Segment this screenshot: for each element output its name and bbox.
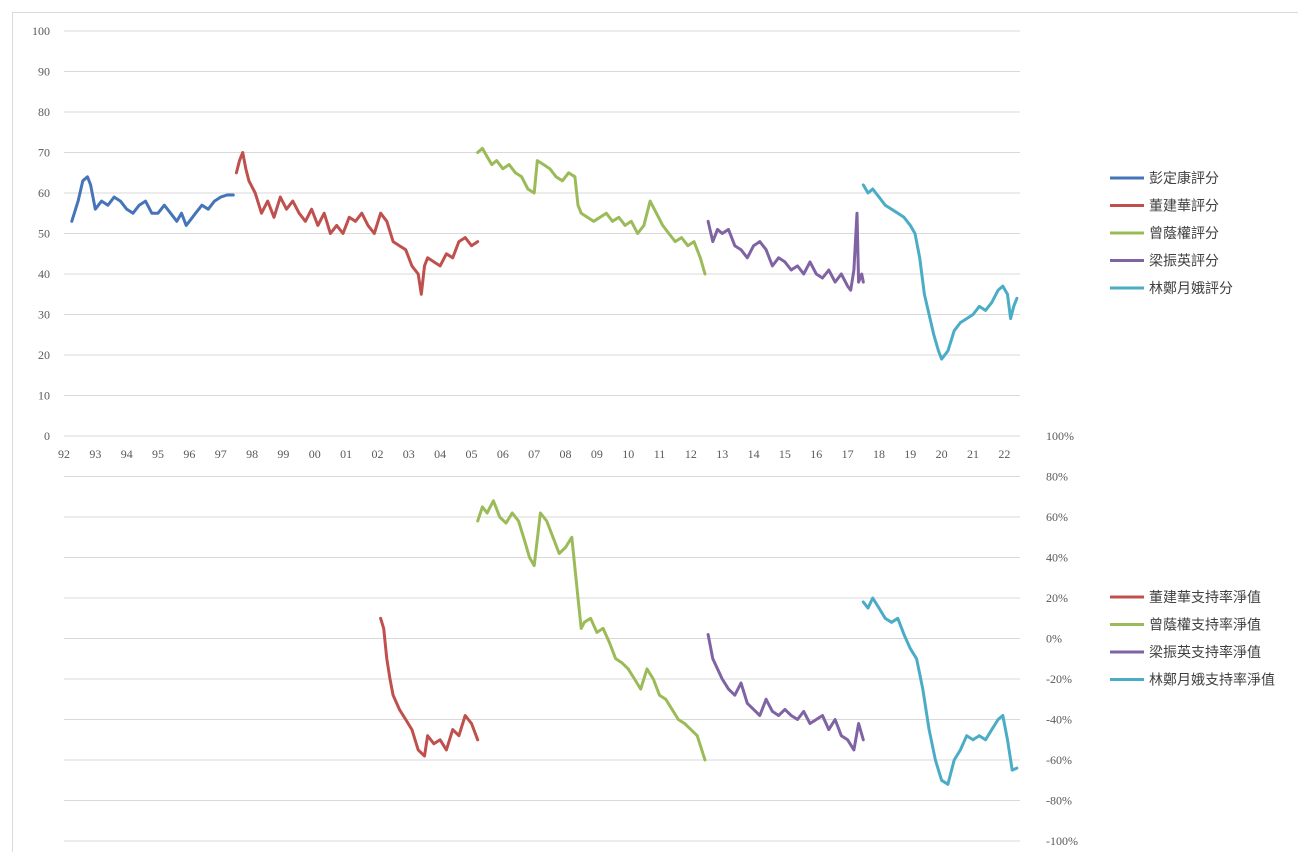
x-tick-label: 01 (340, 447, 352, 461)
bottom-y-tick-label: 40% (1046, 551, 1068, 565)
x-tick-label: 02 (371, 447, 383, 461)
x-tick-label: 15 (779, 447, 791, 461)
bottom-y-tick-label: 80% (1046, 470, 1068, 484)
x-tick-label: 17 (842, 447, 854, 461)
x-tick-label: 94 (121, 447, 133, 461)
top-legend-label: 彭定康評分 (1149, 170, 1219, 187)
top-series-line (476, 146, 707, 276)
top-y-tick-label: 20 (38, 348, 50, 362)
top-y-tick-label: 60 (38, 186, 50, 200)
bottom-y-tick-label: -80% (1046, 794, 1072, 808)
bottom-series-line (861, 596, 1019, 786)
bottom-legend-label: 曾蔭權支持率淨值 (1149, 617, 1261, 634)
top-y-tick-label: 10 (38, 389, 50, 403)
x-tick-label: 93 (89, 447, 101, 461)
top-legend-label: 梁振英評分 (1149, 253, 1219, 270)
top-series-line (70, 175, 235, 227)
bottom-legend-label: 林鄭月娥支持率淨值 (1149, 672, 1275, 689)
top-series-line (861, 183, 1019, 361)
x-tick-label: 95 (152, 447, 164, 461)
top-y-tick-label: 100 (32, 24, 50, 38)
x-tick-label: 98 (246, 447, 258, 461)
x-tick-label: 09 (591, 447, 603, 461)
top-y-tick-label: 50 (38, 227, 50, 241)
bottom-y-tick-label: -100% (1046, 834, 1078, 848)
top-y-tick-label: 40 (38, 267, 50, 281)
x-tick-label: 21 (967, 447, 979, 461)
x-tick-label: 18 (873, 447, 885, 461)
x-tick-label: 06 (497, 447, 509, 461)
x-tick-label: 04 (434, 447, 446, 461)
x-tick-label: 22 (998, 447, 1010, 461)
top-legend-label: 董建華評分 (1149, 199, 1219, 215)
chart-frame (12, 12, 1298, 852)
top-legend-label: 林鄭月娥評分 (1149, 281, 1233, 297)
x-tick-label: 12 (685, 447, 697, 461)
bottom-y-tick-label: 0% (1046, 632, 1062, 646)
top-chart-gridlines (64, 30, 1020, 437)
x-tick-label: 14 (748, 447, 760, 461)
x-tick-label: 97 (215, 447, 227, 461)
bottom-chart-gridlines (64, 476, 1020, 842)
top-y-tick-label: 80 (38, 105, 50, 119)
x-tick-label: 10 (622, 447, 634, 461)
top-series-line (234, 151, 480, 296)
top-legend-label: 曾蔭權評分 (1149, 226, 1219, 242)
x-tick-label: 92 (58, 447, 70, 461)
x-tick-label: 19 (904, 447, 916, 461)
bottom-legend-label: 董建華支持率淨值 (1149, 589, 1261, 606)
x-tick-label: 13 (716, 447, 728, 461)
bottom-y-tick-label: 60% (1046, 510, 1068, 524)
x-tick-label: 08 (560, 447, 572, 461)
bottom-series-line (476, 499, 707, 762)
bottom-y-tick-label: -40% (1046, 713, 1072, 727)
x-tick-label: 03 (403, 447, 415, 461)
bottom-y-tick-label: -20% (1046, 672, 1072, 686)
x-tick-label: 20 (936, 447, 948, 461)
bottom-legend-label: 梁振英支持率淨值 (1149, 644, 1261, 661)
x-tick-label: 16 (810, 447, 822, 461)
x-tick-label: 00 (309, 447, 321, 461)
bottom-series-line (706, 633, 865, 752)
bottom-y-tick-label: 20% (1046, 591, 1068, 605)
series-lines (70, 146, 1019, 786)
bottom-series-line (379, 616, 480, 758)
top-y-tick-label: 70 (38, 146, 50, 160)
x-tick-label: 11 (654, 447, 666, 461)
top-y-tick-label: 0 (44, 429, 50, 443)
bottom-y-tick-label: 100% (1046, 429, 1074, 443)
top-y-tick-label: 90 (38, 65, 50, 79)
x-tick-label: 05 (465, 447, 477, 461)
x-tick-label: 07 (528, 447, 540, 461)
top-y-tick-label: 30 (38, 308, 50, 322)
x-tick-label: 99 (277, 447, 289, 461)
x-tick-label: 96 (183, 447, 195, 461)
top-series-line (706, 211, 865, 292)
bottom-y-tick-label: -60% (1046, 753, 1072, 767)
